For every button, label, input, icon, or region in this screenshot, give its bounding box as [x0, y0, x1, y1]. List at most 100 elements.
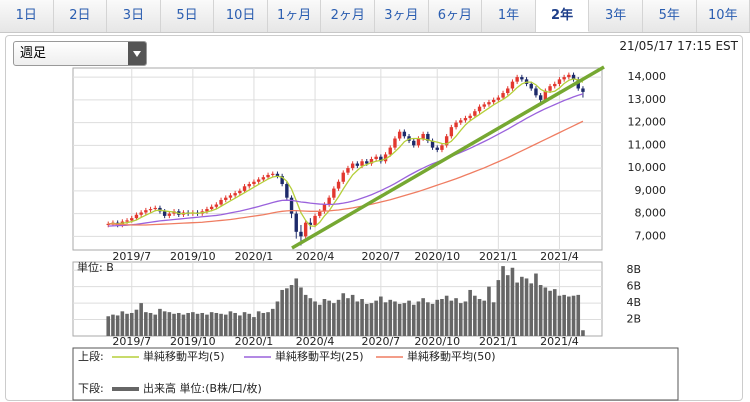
volume-bar — [176, 312, 181, 336]
candle-body — [567, 74, 571, 78]
volume-bar — [322, 299, 327, 336]
candle-body — [496, 97, 501, 100]
y-tick-label: 12,000 — [628, 116, 667, 129]
volume-bar — [440, 299, 444, 336]
volume-bar — [129, 312, 134, 336]
volume-bar — [411, 304, 416, 336]
volume-bar — [214, 312, 219, 336]
candle-body — [402, 131, 407, 137]
volume-bar — [374, 300, 378, 336]
moving-average-line — [108, 120, 584, 226]
volume-bar — [252, 317, 256, 336]
candle-body — [510, 81, 515, 89]
candle-body — [144, 210, 148, 213]
period-tab[interactable]: 1ヶ月 — [268, 0, 322, 32]
candle-body — [548, 86, 552, 91]
volume-bar — [106, 316, 111, 336]
x-tick-label: 2020/1 — [235, 250, 274, 263]
volume-bar — [454, 298, 458, 336]
select-arrow — [128, 42, 146, 65]
plot-layer: 7,000 8,000 9,000 10,000 11,000 12,000 13,000 1… — [73, 68, 666, 395]
candle-body — [571, 74, 576, 80]
period-tab[interactable]: 3日 — [107, 0, 161, 32]
volume-bar — [200, 312, 205, 336]
period-tab[interactable]: 5年 — [643, 0, 697, 32]
period-tab[interactable]: 3ヶ月 — [375, 0, 429, 32]
period-tab[interactable]: 1日 — [0, 0, 54, 32]
volume-bar — [223, 314, 228, 336]
candle-body — [360, 161, 364, 166]
y-tick-label: 2B — [626, 313, 641, 326]
candle-body — [473, 111, 477, 116]
volume-bar — [317, 304, 322, 336]
candle-body — [501, 93, 505, 98]
candle-body — [125, 220, 129, 222]
period-tab[interactable]: 2年 — [535, 0, 590, 32]
y-tick-label: 10,000 — [628, 161, 667, 174]
candle-body — [289, 197, 294, 214]
candle-body — [266, 174, 270, 178]
candle-body — [285, 184, 289, 198]
period-tabs: 1日 2日 3日 5日 10日 1ヶ月 2ヶ月 3ヶ月 6ヶ月 1年 2年 3年 5年 10年 — [0, 0, 750, 33]
volume-bar — [134, 309, 139, 336]
candle-body — [444, 136, 449, 146]
period-tab[interactable]: 1年 — [482, 0, 536, 32]
volume-bar — [548, 290, 552, 336]
candle-body — [581, 88, 585, 92]
period-tab[interactable]: 3年 — [589, 0, 643, 32]
candle-body — [313, 215, 317, 225]
candle-body — [336, 181, 341, 189]
x-tick-label: 2019/7 — [112, 335, 151, 348]
candle-body — [308, 222, 313, 225]
period-select[interactable]: 週足 — [13, 41, 147, 66]
candle-body — [374, 156, 378, 159]
legend-group-label: 上段: — [78, 349, 104, 363]
candle-body — [327, 197, 331, 205]
x-tick-label: 2019/10 — [170, 335, 216, 348]
period-tab[interactable]: 2ヶ月 — [321, 0, 376, 32]
volume-bar — [205, 314, 209, 336]
candle-body — [332, 188, 336, 198]
volume-bar — [552, 289, 557, 336]
candle-body — [487, 102, 491, 105]
volume-bar — [524, 278, 529, 336]
period-tab[interactable]: 5日 — [161, 0, 215, 32]
volume-bar — [209, 312, 214, 336]
candle-body — [341, 172, 345, 182]
volume-bar — [477, 299, 482, 336]
volume-bar — [421, 298, 425, 336]
candle-body — [219, 199, 223, 205]
y-tick-label: 8,000 — [635, 207, 667, 220]
x-tick-label: 2020/1 — [235, 335, 274, 348]
period-tab[interactable]: 6ヶ月 — [429, 0, 483, 32]
moving-average-line — [108, 93, 584, 227]
volume-bar — [510, 267, 515, 336]
candle-body — [562, 77, 566, 80]
candle-body — [350, 163, 355, 169]
x-tick-label: 2020/7 — [361, 335, 400, 348]
x-tick-label: 2020/10 — [414, 335, 460, 348]
legend-box — [72, 347, 679, 401]
y-tick-label: 8B — [626, 263, 641, 276]
volume-bar — [247, 313, 252, 336]
volume-bar — [393, 301, 397, 336]
volume-bar — [402, 303, 407, 336]
candle-body — [294, 213, 298, 232]
x-tick-label: 2019/10 — [170, 250, 216, 263]
moving-average-line — [108, 78, 584, 228]
x-tick-label: 2019/7 — [112, 250, 151, 263]
period-tab[interactable]: 2日 — [54, 0, 108, 32]
period-tab[interactable]: 10日 — [214, 0, 268, 32]
volume-bar — [125, 313, 129, 336]
candle-body — [224, 197, 228, 200]
candle-body — [543, 90, 548, 100]
volume-bar — [571, 295, 576, 336]
candle-body — [421, 133, 425, 139]
legend-label: 単純移動平均(5) — [143, 349, 225, 363]
candle-body — [139, 212, 143, 215]
candle-body — [252, 181, 256, 185]
volume-bar — [557, 295, 562, 336]
candle-body — [520, 77, 524, 80]
volume-bar — [576, 294, 581, 336]
